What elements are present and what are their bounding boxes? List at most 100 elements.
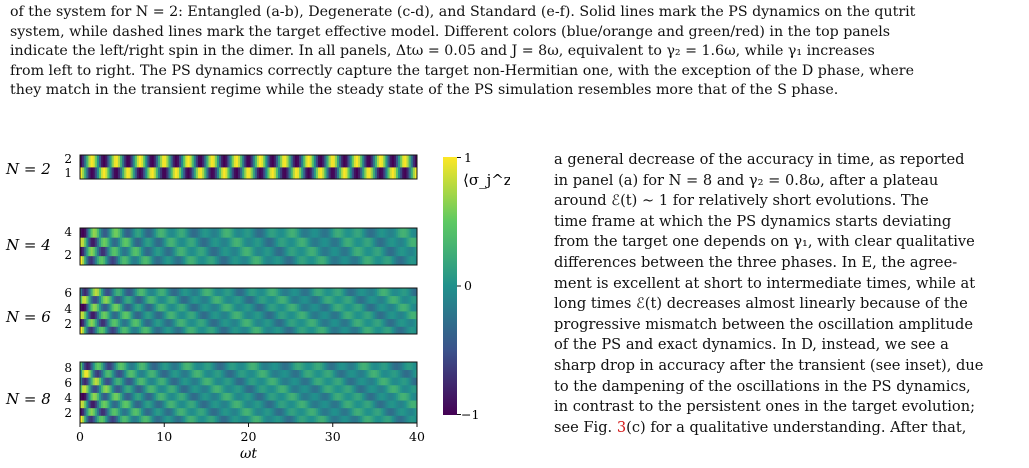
heatmap-cell (381, 246, 384, 257)
heatmap-cell (339, 237, 342, 247)
heatmap-cell (240, 228, 243, 238)
heatmap-cell (410, 362, 414, 371)
heatmap-cell (181, 228, 184, 238)
heatmap-cell (149, 303, 153, 312)
heatmap-cell (368, 295, 372, 304)
heatmap-cell (385, 237, 388, 247)
heatmap-cell (153, 228, 157, 238)
figure-ref-link[interactable]: 3 (616, 418, 627, 436)
heatmap-cell (299, 155, 302, 168)
heatmap-cell (366, 415, 369, 424)
heatmap-cell (385, 400, 388, 409)
heatmap-cell (393, 288, 397, 297)
heatmap-cell (117, 311, 121, 320)
heatmap-cell (240, 407, 243, 416)
heatmap-cell (183, 303, 186, 312)
heatmap-cell (246, 377, 249, 386)
heatmap-cell (326, 400, 329, 409)
heatmap-cell (336, 167, 340, 180)
body-line: in panel (a) for N = 8 and γ₂ = 0.8ω, af… (554, 171, 939, 189)
heatmap-cell (82, 237, 85, 247)
heatmap-cell (263, 311, 266, 320)
heatmap-cell (414, 246, 418, 257)
heatmap-cell (349, 237, 353, 247)
heatmap-cell (86, 377, 89, 386)
heatmap-cell (90, 400, 94, 409)
heatmap-cell (311, 311, 315, 320)
heatmap-cell (288, 303, 292, 312)
heatmap-cell (101, 384, 104, 393)
heatmap-cell (128, 392, 131, 401)
heatmap-cell (322, 228, 325, 238)
heatmap-cell (402, 400, 405, 409)
heatmap-cell (385, 228, 388, 238)
heatmap-cell (231, 295, 235, 304)
heatmap-cell (204, 407, 207, 416)
heatmap-cell (164, 326, 167, 335)
heatmap-cell (185, 407, 188, 416)
heatmap-cell (120, 303, 123, 312)
heatmap-cell (143, 228, 146, 238)
heatmap-cell (326, 167, 329, 180)
heatmap-cell (364, 392, 367, 401)
heatmap-cell (168, 415, 171, 424)
heatmap-cell (248, 407, 252, 416)
heatmap-cell (162, 303, 165, 312)
heatmap-cell (303, 246, 306, 257)
heatmap-cell (202, 255, 205, 266)
heatmap-cell (315, 228, 319, 238)
heatmap-cell (391, 311, 395, 320)
heatmap-cell (261, 246, 264, 257)
heatmap-cell (383, 246, 386, 257)
heatmap-cell (410, 295, 414, 304)
heatmap-cell (267, 369, 270, 378)
heatmap-cell (86, 255, 89, 266)
heatmap-cell (402, 407, 405, 416)
heatmap-cell (162, 415, 165, 424)
heatmap-cell (126, 155, 129, 168)
heatmap-cell (263, 415, 266, 424)
heatmap-cell (223, 369, 226, 378)
heatmap-cell (149, 228, 153, 238)
heatmap-cell (170, 311, 174, 320)
heatmap-cell (259, 255, 262, 266)
heatmap-cell (265, 311, 268, 320)
heatmap-cell (115, 384, 119, 393)
heatmap-cell (261, 318, 264, 327)
heatmap-cell (252, 400, 256, 409)
heatmap-cell (206, 326, 209, 335)
heatmap-cell (216, 362, 220, 371)
heatmap-cell (122, 407, 125, 416)
heatmap-cell (219, 228, 222, 238)
heatmap-cell (277, 384, 281, 393)
heatmap-cell (408, 295, 412, 304)
heatmap-cell (195, 400, 199, 409)
heatmap-cell (379, 311, 382, 320)
heatmap-cell (88, 326, 91, 335)
heatmap-cell (172, 155, 176, 168)
heatmap-cell (355, 311, 359, 320)
heatmap-cell (166, 377, 169, 386)
heatmap-cell (96, 155, 100, 168)
heatmap-cell (117, 155, 121, 168)
heatmap-cell (166, 326, 169, 335)
heatmap-cell (94, 228, 98, 238)
heatmap-cell (400, 288, 403, 297)
heatmap-cell (124, 288, 127, 297)
heatmap-cell (366, 400, 369, 409)
heatmap-cell (231, 228, 235, 238)
heatmap-cell (332, 255, 336, 266)
heatmap-cell (86, 237, 89, 247)
heatmap-cell (126, 288, 129, 297)
heatmap-cell (324, 303, 327, 312)
heatmap-cell (269, 303, 273, 312)
heatmap-cell (288, 407, 292, 416)
heatmap-cell (339, 407, 342, 416)
ytick-label: 4 (64, 225, 72, 239)
heatmap-cell (324, 392, 327, 401)
heatmap-cell (400, 246, 403, 257)
heatmap-cell (408, 362, 412, 371)
heatmap-cell (320, 407, 323, 416)
heatmap-cell (301, 326, 304, 335)
heatmap-cell (86, 407, 89, 416)
